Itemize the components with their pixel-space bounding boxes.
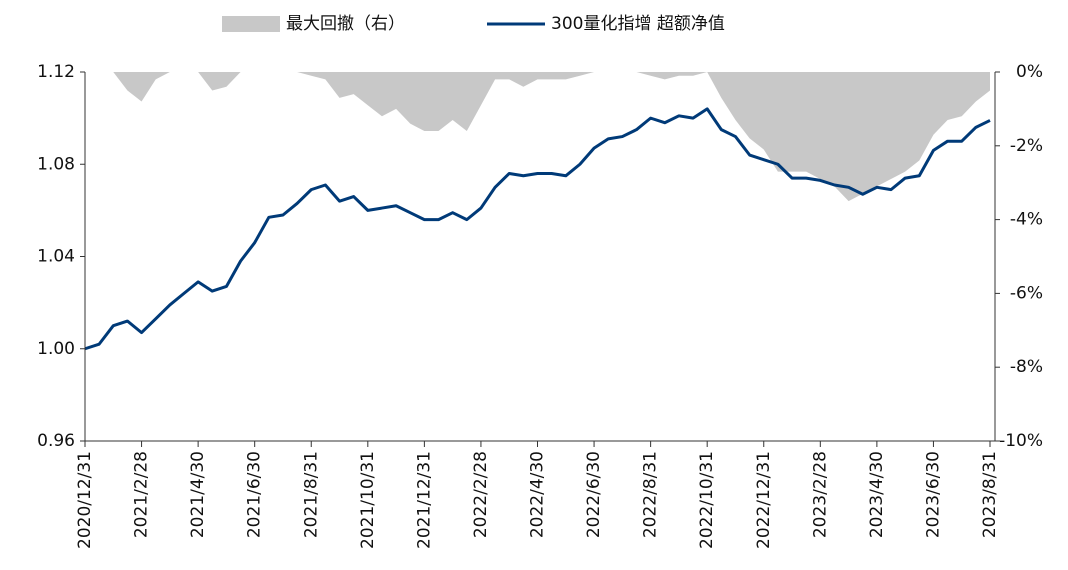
x-tick-label: 2021/10/31 (358, 451, 378, 549)
x-tick-label: 2021/4/30 (188, 451, 208, 538)
y2-tick-label: 0% (1016, 62, 1043, 82)
drawdown-area (85, 72, 990, 202)
y-tick-label: 1.08 (37, 154, 75, 174)
x-tick-label: 2022/4/30 (528, 451, 548, 538)
x-tick-label: 2022/12/31 (754, 451, 774, 549)
y2-tick-label: -8% (1010, 357, 1043, 377)
y2-tick-label: -10% (999, 431, 1043, 451)
x-tick-label: 2021/6/30 (245, 451, 265, 538)
y-tick-label: 1.00 (37, 339, 75, 359)
x-tick-label: 2023/6/30 (923, 451, 943, 538)
x-tick-label: 2022/8/31 (641, 451, 661, 538)
legend-label: 300量化指增 超额净值 (551, 14, 725, 34)
y2-tick-label: -2% (1010, 136, 1043, 156)
y2-tick-label: -4% (1010, 210, 1043, 230)
x-tick-label: 2023/8/31 (980, 451, 1000, 538)
x-tick-label: 2022/2/28 (471, 451, 491, 538)
x-tick-label: 2022/10/31 (697, 451, 717, 549)
y-tick-label: 0.96 (37, 431, 75, 451)
x-tick-label: 2023/4/30 (867, 451, 887, 538)
x-tick-label: 2022/6/30 (584, 451, 604, 538)
x-tick-label: 2020/12/31 (75, 451, 95, 549)
legend-label: 最大回撤（右） (286, 14, 405, 34)
y2-tick-label: -6% (1010, 283, 1043, 303)
y-tick-label: 1.12 (37, 62, 75, 82)
x-tick-label: 2021/2/28 (132, 451, 152, 538)
x-tick-label: 2023/2/28 (810, 451, 830, 538)
x-tick-label: 2021/8/31 (301, 451, 321, 538)
y-tick-label: 1.04 (37, 247, 75, 267)
legend-swatch (222, 16, 280, 32)
x-tick-label: 2021/12/31 (414, 451, 434, 549)
excess-nav-line (84, 107, 991, 351)
